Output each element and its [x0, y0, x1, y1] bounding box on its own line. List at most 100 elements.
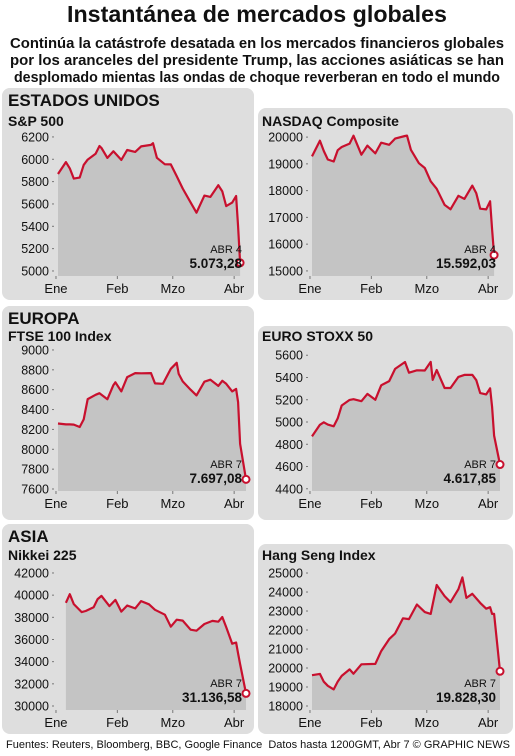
x-tick-label: Ene — [298, 715, 321, 730]
y-tick-label: 4400 — [275, 482, 303, 496]
title: Instantánea de mercados globales — [67, 1, 447, 27]
annotation: ABR 4 — [464, 244, 496, 256]
x-tick-label: Mzo — [414, 496, 439, 511]
line — [311, 576, 502, 691]
y-tick-label: 30000 — [14, 700, 49, 714]
y-tick-label: 34000 — [14, 655, 49, 669]
line — [64, 593, 248, 694]
region-tab — [2, 524, 254, 548]
x-tick-label: Abr — [478, 715, 499, 730]
region-tab — [2, 88, 254, 112]
area — [58, 143, 241, 276]
x-tick-label: Ene — [44, 496, 67, 511]
y-tick-label: 7800 — [21, 463, 49, 477]
x-tick-label: Ene — [44, 715, 67, 730]
x-tick-label: Abr — [478, 281, 499, 296]
chart-title: S&P 500 — [8, 113, 64, 129]
chart-title: Nikkei 225 — [8, 547, 77, 563]
area — [65, 594, 247, 710]
y-tick-label: 5400 — [275, 371, 303, 385]
value-label: 19.828,30 — [436, 690, 496, 705]
chart-title: NASDAQ Composite — [262, 113, 399, 129]
end-point — [241, 688, 251, 698]
chart-title: EURO STOXX 50 — [262, 328, 373, 344]
end-point — [241, 474, 251, 484]
y-tick-label: 22000 — [268, 624, 303, 638]
chart-title: FTSE 100 Index — [8, 328, 112, 344]
y-tick-label: 8200 — [21, 423, 49, 437]
y-tick-label: 7600 — [21, 483, 49, 497]
y-tick-label: 5800 — [21, 175, 49, 189]
y-tick-label: 5200 — [21, 242, 49, 256]
x-tick-label: Mzo — [160, 715, 185, 730]
subtitle: Continúa la catástrofe desatada en los m… — [10, 36, 504, 52]
value-label: 31.136,58 — [182, 690, 243, 705]
region-label: EUROPA — [8, 309, 79, 328]
line — [57, 142, 242, 263]
subtitle: por los aranceles del presidente Trump, … — [10, 53, 504, 69]
x-tick-label: Mzo — [160, 496, 185, 511]
annotation: ABR 4 — [210, 244, 242, 256]
region-tab — [2, 306, 254, 330]
y-tick-label: 20000 — [268, 131, 303, 145]
area — [58, 362, 246, 491]
area — [312, 361, 500, 491]
y-tick-label: 8400 — [21, 403, 49, 417]
y-tick-label: 6000 — [21, 153, 49, 167]
x-tick-label: Feb — [106, 715, 128, 730]
annotation: ABR 7 — [464, 678, 496, 690]
line — [57, 361, 248, 480]
y-tick-label: 5000 — [21, 264, 49, 278]
x-tick-label: Abr — [224, 715, 245, 730]
y-tick-label: 32000 — [14, 677, 49, 691]
annotation: ABR 7 — [464, 459, 496, 471]
y-tick-label: 6200 — [21, 130, 49, 144]
y-tick-label: 5400 — [21, 220, 49, 234]
y-tick-label: 5000 — [275, 416, 303, 430]
x-tick-label: Feb — [106, 281, 128, 296]
y-tick-label: 4800 — [275, 438, 303, 452]
x-tick-label: Ene — [298, 281, 321, 296]
y-tick-label: 8000 — [21, 443, 49, 457]
y-tick-label: 25000 — [268, 567, 303, 581]
x-tick-label: Feb — [360, 496, 382, 511]
annotation: ABR 7 — [210, 459, 242, 471]
y-tick-label: 8800 — [21, 363, 49, 377]
area — [312, 577, 500, 710]
subtitle: desplomado mientas las ondas de choque r… — [14, 70, 500, 86]
y-tick-label: 24000 — [268, 586, 303, 600]
y-tick-label: 17000 — [268, 211, 303, 225]
y-tick-label: 18000 — [268, 184, 303, 198]
x-tick-label: Abr — [224, 496, 245, 511]
end-point — [495, 666, 505, 676]
y-tick-label: 19000 — [268, 157, 303, 171]
y-tick-label: 38000 — [14, 611, 49, 625]
value-label: 7.697,08 — [189, 471, 242, 486]
y-tick-label: 21000 — [268, 643, 303, 657]
end-point — [489, 250, 499, 260]
end-point — [235, 258, 245, 268]
x-tick-label: Mzo — [160, 281, 185, 296]
y-tick-label: 8600 — [21, 383, 49, 397]
y-tick-label: 4600 — [275, 460, 303, 474]
value-label: 15.592,03 — [436, 256, 497, 271]
value-label: 5.073,28 — [189, 256, 242, 271]
y-tick-label: 16000 — [268, 238, 303, 252]
y-tick-label: 5600 — [275, 349, 303, 363]
y-tick-label: 20000 — [268, 662, 303, 676]
x-tick-label: Feb — [360, 281, 382, 296]
x-tick-label: Mzo — [414, 281, 439, 296]
region-label: ESTADOS UNIDOS — [8, 91, 160, 110]
x-tick-label: Feb — [106, 496, 128, 511]
annotation: ABR 7 — [210, 678, 242, 690]
y-tick-label: 5200 — [275, 393, 303, 407]
y-tick-label: 40000 — [14, 589, 49, 603]
region-label: ASIA — [8, 527, 49, 546]
sources: Fuentes: Reuters, Bloomberg, BBC, Google… — [6, 739, 262, 751]
end-point — [495, 460, 505, 470]
x-tick-label: Mzo — [414, 715, 439, 730]
y-tick-label: 9000 — [21, 343, 49, 357]
x-tick-label: Feb — [360, 715, 382, 730]
